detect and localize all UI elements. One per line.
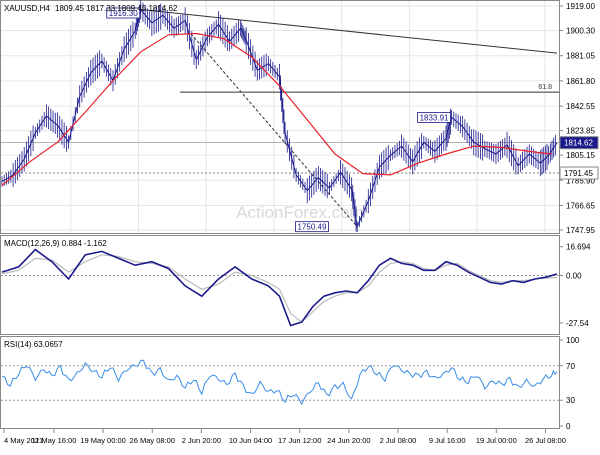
rsi-panel: RSI(14) 63.0657 100 70 30 0 [0, 336, 580, 431]
price-axis-label: 1842.55 [566, 102, 595, 111]
rsi-lines [1, 359, 559, 406]
time-axis-label: 19 May 00:00 [80, 436, 125, 445]
watermark: ActionForex.com [236, 203, 364, 222]
annotation-box [295, 221, 329, 233]
ohlc-label: 1809.45 1817.33 1809.45 1814.62 [55, 4, 178, 13]
macd-axis-label: 16.694 [566, 243, 591, 252]
macd-signal-line [1, 254, 558, 323]
price-panel: ActionForex.com 61.8 1916.30 1833.91 1750.… [0, 0, 599, 235]
price-axis-label: 1900.30 [566, 26, 595, 35]
annotation-label: 1916.30 [109, 9, 138, 18]
time-axis-label: 9 Jul 16:00 [429, 436, 466, 445]
price-axis-label: 1861.80 [566, 77, 595, 86]
time-axis-label: 17 Jun 12:00 [278, 436, 321, 445]
price-panel-frame [0, 0, 560, 234]
time-axis-label: 4 May 2021 [4, 436, 43, 445]
rsi-axis-label: 0 [566, 422, 571, 431]
rsi-axis-label: 100 [566, 336, 580, 345]
macd-axis: 16.694 0.00 -27.54 [559, 243, 591, 328]
time-axis-label: 2 Jul 08:00 [380, 436, 417, 445]
rsi-line [1, 359, 558, 406]
time-axis-label: 26 Jul 08:00 [525, 436, 566, 445]
price-axis-label: 1823.85 [566, 127, 595, 136]
price-annotations: 1916.30 1833.91 1750.49 [106, 7, 451, 233]
time-axis-label: 26 May 08:00 [130, 436, 175, 445]
annotation-label: 1750.49 [297, 223, 326, 232]
rsi-label: RSI(14) 63.0657 [4, 340, 63, 349]
time-axis-label: 11 May 16:00 [32, 436, 77, 445]
macd-axis-label: -27.54 [566, 319, 589, 328]
price-grid [1, 1, 559, 233]
macd-label: MACD(12,26,9) 0.884 -1.162 [4, 239, 107, 248]
annotation-box [417, 112, 451, 123]
rsi-panel-frame [0, 336, 560, 429]
price-axis-label: 1805.15 [566, 151, 595, 160]
trend-line [140, 9, 558, 54]
annotation-label: 1833.91 [420, 113, 449, 122]
fib-label: 61.8 [538, 84, 552, 91]
macd-panel: MACD(12,26,9) 0.884 -1.162 16.694 0.00 -27… [0, 235, 591, 335]
macd-axis-label: 0.00 [566, 272, 582, 281]
price-axis-label: 1881.05 [566, 52, 595, 61]
marker-price-tag-label: 1791.45 [564, 169, 593, 178]
price-lines: 61.8 [1, 0, 559, 233]
annotation-box [106, 7, 141, 19]
rsi-axis-label: 30 [566, 396, 575, 405]
price-line [1, 8, 558, 229]
time-axis-label: 2 Jun 20:00 [182, 436, 221, 445]
macd-lines [1, 248, 559, 327]
price-axis-label: 1747.95 [566, 226, 595, 235]
price-axis-label: 1766.65 [566, 202, 595, 211]
marker-price-tag [559, 166, 599, 180]
price-header: XAUUSD,H4 1809.45 1817.33 1809.45 1814.6… [4, 4, 178, 13]
time-axis-label: 10 Jun 04:00 [229, 436, 272, 445]
rsi-axis: 100 70 30 0 [559, 336, 580, 431]
price-axis-label: 1919.00 [566, 2, 595, 11]
macd-panel-frame [0, 235, 560, 335]
price-axis-label: 1785.90 [566, 176, 595, 185]
macd-line [1, 248, 558, 327]
time-axis-label: 24 Jun 20:00 [327, 436, 370, 445]
current-price-tag [559, 136, 599, 150]
dashed-trend-line [190, 33, 358, 228]
current-price-tag-label: 1814.62 [564, 139, 593, 148]
moving-average-line [1, 32, 552, 186]
rsi-axis-label: 70 [566, 362, 575, 371]
price-axis: 1919.00 1900.30 1881.05 1861.80 1842.55 1823.… [559, 2, 599, 235]
symbol-label: XAUUSD,H4 [4, 4, 50, 13]
time-axis-label: 19 Jul 00:00 [476, 436, 517, 445]
